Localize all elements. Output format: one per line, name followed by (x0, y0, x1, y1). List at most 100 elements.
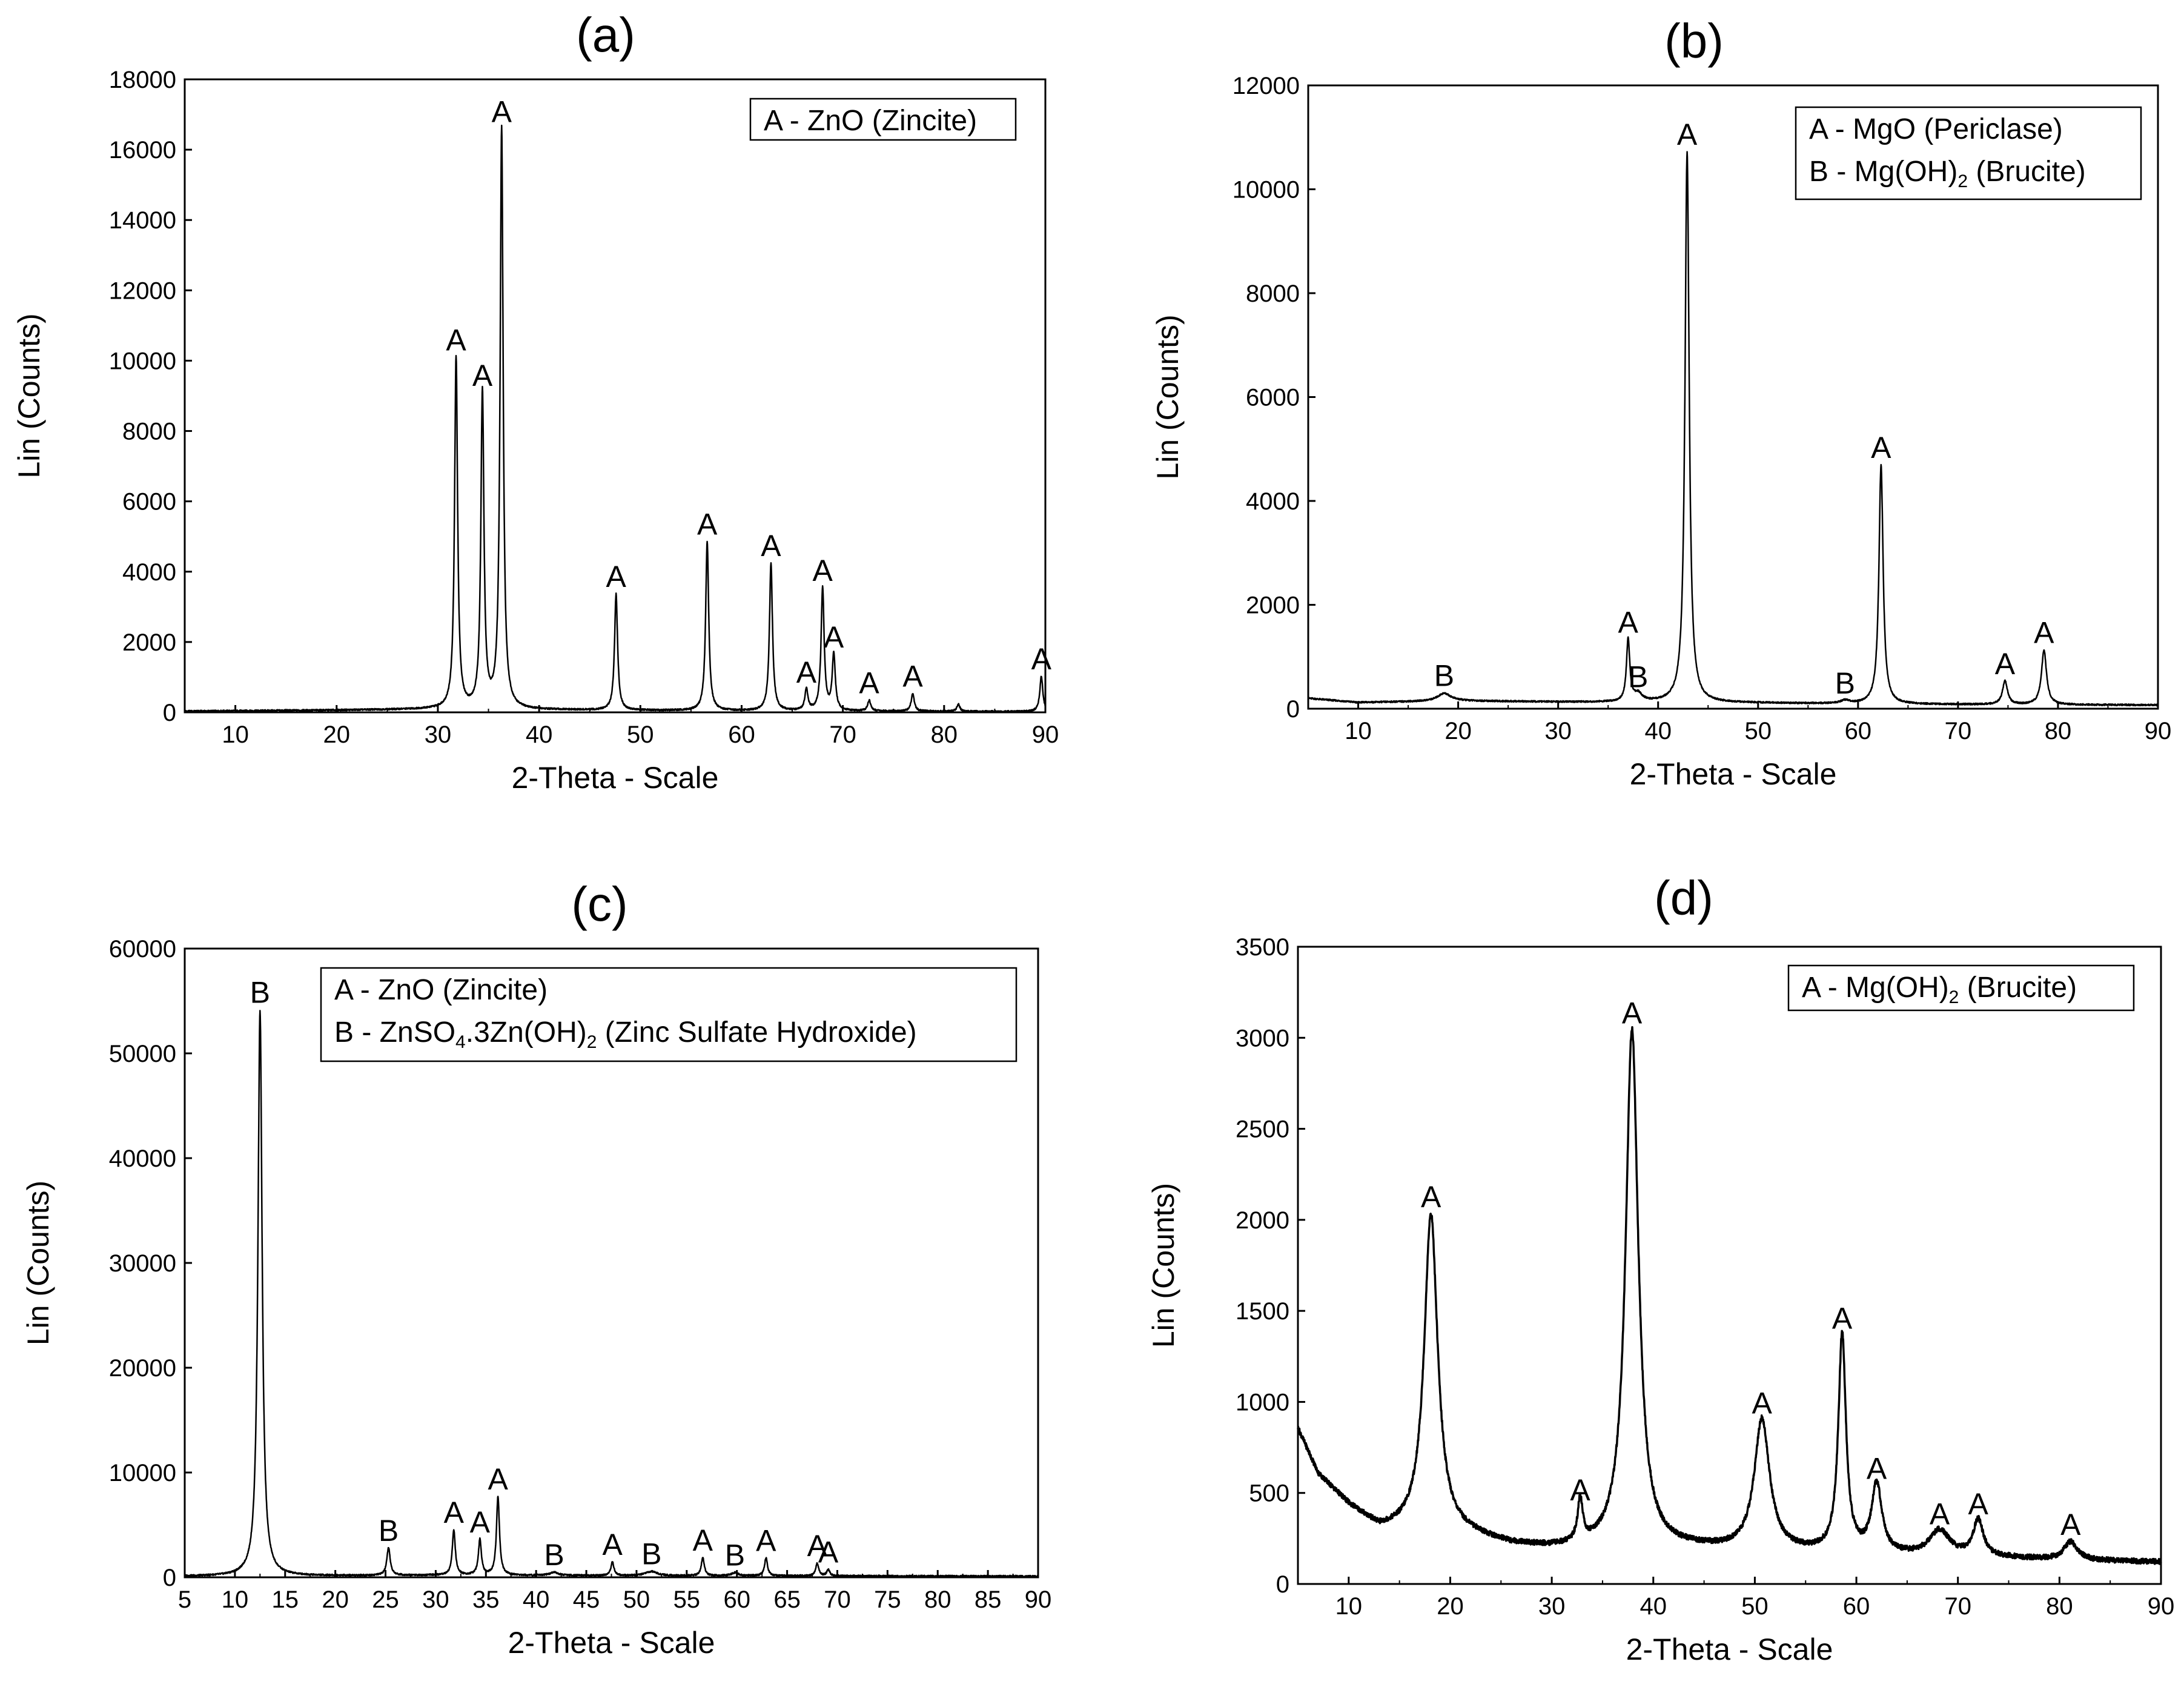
y-tick-label: 30000 (109, 1250, 176, 1277)
x-tick-label: 15 (272, 1586, 299, 1613)
peak-label: A (1677, 118, 1698, 151)
y-tick-label: 50000 (109, 1041, 176, 1067)
y-tick-label: 40000 (109, 1145, 176, 1172)
peak-label: A (1995, 647, 2016, 681)
peak-label: A (472, 359, 493, 393)
peak-label: B (725, 1538, 745, 1572)
peak-label: A (756, 1523, 776, 1557)
xrd-trace (184, 1010, 1039, 1578)
xrd-trace (1297, 1025, 2162, 1565)
legend-entry: A - ZnO (Zincite) (334, 974, 548, 1006)
x-tick-label: 60 (1845, 718, 1872, 744)
y-tick-label: 2000 (1236, 1207, 1289, 1234)
y-axis-label: Lin (Counts) (12, 313, 46, 478)
y-tick-label: 4000 (122, 559, 176, 586)
panel-title: (d) (1654, 871, 1713, 925)
peak-label: A (1421, 1180, 1441, 1214)
x-tick-label: 10 (222, 1586, 249, 1613)
legend-entry: B - Mg(OH)2 (Brucite) (1809, 156, 2086, 191)
y-tick-label: 10000 (1233, 177, 1300, 204)
x-tick-label: 80 (924, 1586, 951, 1613)
x-tick-label: 20 (1437, 1593, 1464, 1620)
x-tick-label: 60 (728, 721, 755, 748)
x-tick-label: 70 (829, 721, 856, 748)
peak-label: A (807, 1529, 828, 1563)
peak-label: A (693, 1523, 713, 1557)
peak-label: A (859, 666, 879, 700)
peak-label: A (813, 554, 833, 588)
y-tick-label: 14000 (109, 207, 176, 234)
peak-label: A (470, 1505, 491, 1539)
panel-title: (b) (1664, 14, 1724, 68)
peak-label: A (602, 1528, 623, 1562)
x-tick-label: 40 (1640, 1593, 1667, 1620)
peak-label: A (1867, 1452, 1887, 1486)
x-tick-label: 55 (673, 1586, 701, 1613)
x-tick-label: 70 (824, 1586, 851, 1613)
y-tick-label: 1000 (1236, 1389, 1289, 1416)
panel-title: (c) (571, 877, 627, 931)
x-tick-label: 30 (1538, 1593, 1566, 1620)
x-tick-label: 85 (975, 1586, 1002, 1613)
legend-entry: A - MgO (Periclase) (1809, 113, 2063, 145)
legend-box (1795, 106, 2142, 200)
peak-label: A (492, 95, 512, 129)
peak-label: A (1930, 1497, 1950, 1531)
x-tick-label: 10 (1345, 718, 1372, 744)
x-tick-label: 60 (723, 1586, 750, 1613)
x-tick-label: 10 (1335, 1593, 1363, 1620)
y-tick-label: 16000 (109, 137, 176, 164)
peak-label: A (818, 1535, 839, 1569)
y-tick-label: 4000 (1246, 488, 1300, 515)
x-tick-label: 90 (1025, 1586, 1052, 1613)
peak-label: A (1031, 642, 1052, 676)
y-tick-label: 1500 (1236, 1298, 1289, 1325)
peak-label: B (250, 976, 270, 1010)
peak-label: A (446, 323, 466, 357)
x-tick-label: 20 (1444, 718, 1472, 744)
x-tick-label: 50 (1745, 718, 1772, 744)
xrd-trace (1308, 151, 2159, 707)
peak-label: A (796, 655, 817, 689)
peak-label: A (1622, 996, 1643, 1030)
x-tick-label: 40 (1644, 718, 1672, 744)
x-tick-label: 80 (2046, 1593, 2073, 1620)
x-tick-label: 90 (2145, 718, 2172, 744)
peak-label: B (379, 1514, 399, 1548)
peak-label: A (1570, 1473, 1590, 1507)
x-tick-label: 5 (178, 1586, 191, 1613)
y-tick-label: 2000 (122, 629, 176, 656)
x-tick-label: 60 (1843, 1593, 1870, 1620)
y-tick-label: 2000 (1246, 592, 1300, 619)
x-axis-label: 2-Theta - Scale (508, 1626, 715, 1660)
x-tick-label: 90 (2148, 1593, 2175, 1620)
peak-label: A (2034, 615, 2054, 649)
y-tick-label: 3000 (1236, 1025, 1289, 1052)
y-tick-label: 18000 (109, 67, 176, 93)
plot-frame (184, 78, 1047, 714)
y-tick-label: 10000 (109, 348, 176, 374)
x-tick-label: 20 (323, 721, 351, 748)
y-tick-label: 8000 (1246, 280, 1300, 307)
peak-label: A (1832, 1301, 1853, 1335)
legend: A - Mg(OH)2 (Brucite) (1787, 964, 2135, 1012)
legend-entry: B - ZnSO4.3Zn(OH)2 (Zinc Sulfate Hydroxi… (334, 1016, 917, 1052)
peak-label: A (1752, 1387, 1772, 1420)
x-axis-label: 2-Theta - Scale (1630, 757, 1837, 791)
x-tick-label: 75 (874, 1586, 901, 1613)
y-axis-label: Lin (Counts) (1147, 1183, 1180, 1348)
peak-label: B (1835, 666, 1855, 700)
y-tick-label: 6000 (1246, 385, 1300, 411)
x-tick-label: 30 (422, 1586, 449, 1613)
y-tick-label: 0 (1276, 1571, 1289, 1598)
y-tick-label: 0 (1286, 696, 1300, 723)
plot-frame (1297, 946, 2162, 1585)
chart-panel-a: (a) 10 20 30 40 50 60 70 80 90 0 2000 4000 6000 8000 10… (12, 8, 1059, 795)
peak-label: A (2060, 1508, 2081, 1542)
legend-entry: A - Mg(OH)2 (Brucite) (1802, 972, 2077, 1007)
peak-label: B (544, 1538, 564, 1572)
x-axis-label: 2-Theta - Scale (1626, 1632, 1833, 1666)
x-tick-label: 50 (1741, 1593, 1769, 1620)
legend-entry: A - ZnO (Zincite) (764, 105, 977, 137)
